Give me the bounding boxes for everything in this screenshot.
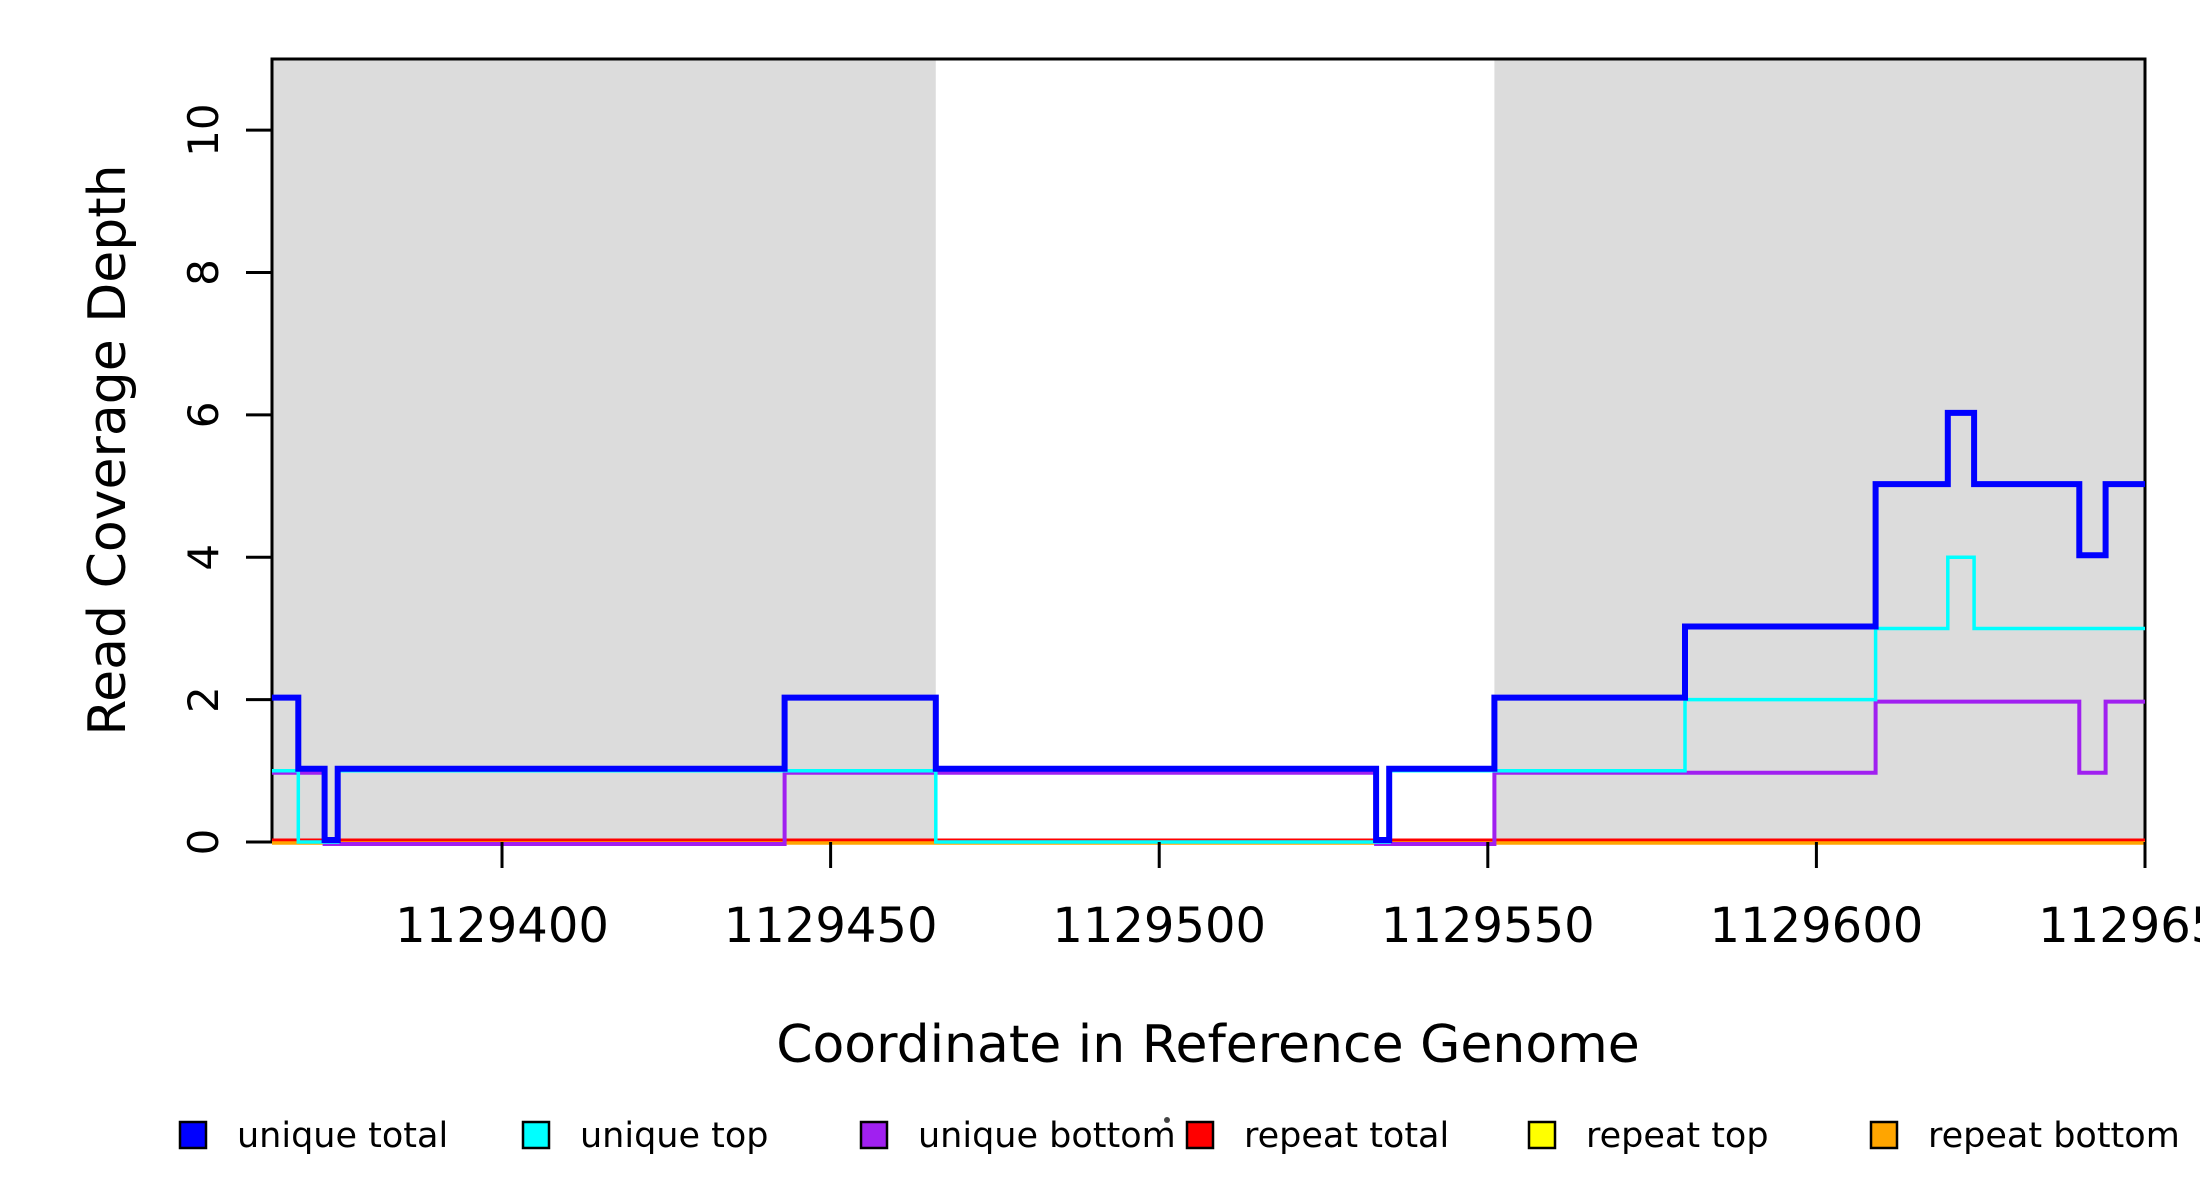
legend-label: repeat top: [1586, 1116, 1769, 1156]
x-tick-label: 1129550: [1381, 898, 1595, 954]
series-line-unique-total: [272, 409, 2145, 843]
legend-swatch: [1869, 1120, 1899, 1150]
legend-swatch: [1185, 1120, 1215, 1150]
legend-label: unique total: [237, 1116, 448, 1156]
y-tick-label: 6: [179, 402, 228, 429]
legend-swatch: [859, 1120, 889, 1150]
y-axis: 0 2 4 6 8 10: [179, 103, 272, 855]
legend-swatch: [1527, 1120, 1557, 1150]
shaded-region-1: [272, 57, 936, 844]
legend-item-repeat-top: repeat top: [1527, 1116, 1769, 1156]
x-tick-label: 1129600: [1710, 898, 1924, 954]
series-line-unique-bottom: [272, 699, 2145, 846]
legend-label: repeat total: [1244, 1116, 1449, 1156]
legend-item-repeat-total: repeat total: [1185, 1116, 1449, 1156]
x-tick-label: 1129650: [2038, 898, 2200, 954]
x-tick-label: 1129450: [724, 898, 938, 954]
legend-label: repeat bottom: [1928, 1116, 2180, 1156]
shaded-regions: [272, 57, 2145, 844]
x-axis: 1129400 1129450 1129500 1129550 1129600 11296…: [395, 842, 2200, 954]
legend-item-unique-bottom: unique bottom: [859, 1116, 1176, 1156]
y-axis-title: Read Coverage Depth: [78, 164, 138, 735]
series-lines: [272, 409, 2145, 846]
y-tick-label: 8: [179, 259, 228, 286]
x-tick-label: 1129400: [395, 898, 609, 954]
shaded-region-2: [1494, 57, 2145, 844]
stray-dot: [1164, 1117, 1170, 1123]
legend-item-unique-total: unique total: [178, 1116, 448, 1156]
legend-item-unique-top: unique top: [521, 1116, 769, 1156]
legend-swatch: [521, 1120, 551, 1150]
y-tick-label: 10: [179, 103, 228, 156]
y-tick-label: 4: [179, 544, 228, 571]
x-axis-title: Coordinate in Reference Genome: [776, 1015, 1640, 1075]
legend-swatch: [178, 1120, 208, 1150]
y-tick-label: 2: [179, 686, 228, 713]
x-tick-label: 1129500: [1052, 898, 1266, 954]
legend-label: unique top: [580, 1116, 769, 1156]
legend-label: unique bottom: [918, 1116, 1176, 1156]
legend-item-repeat-bottom: repeat bottom: [1869, 1116, 2180, 1156]
legend: unique total unique top unique bottom repea…: [178, 1116, 2180, 1156]
y-tick-label: 0: [179, 829, 228, 856]
